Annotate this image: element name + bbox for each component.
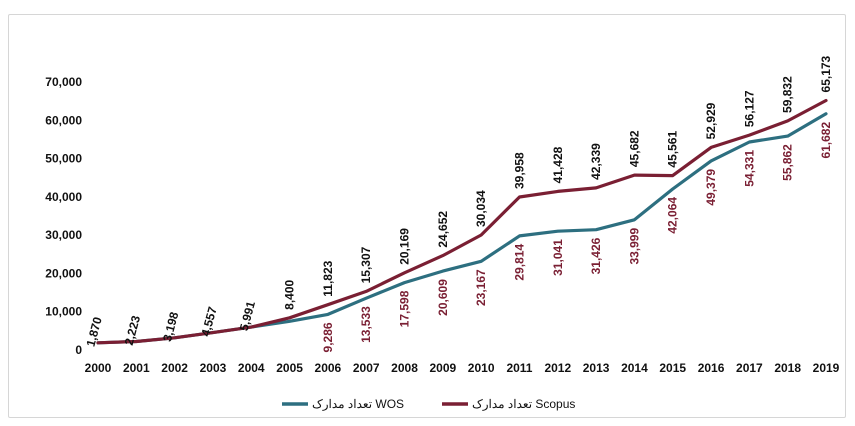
x-tick-label: 2014	[621, 361, 648, 375]
legend: تعداد مدارک WOS تعداد مدارک Scopus	[282, 397, 575, 411]
scopus-data-label: 41,428	[551, 146, 565, 183]
y-tick-label: 70,000	[45, 75, 82, 89]
scopus-data-label: 52,929	[704, 102, 718, 139]
x-tick-label: 2012	[544, 361, 571, 375]
wos-data-label: 54,331	[742, 150, 756, 187]
legend-item-wos-label: تعداد مدارک WOS	[312, 397, 404, 411]
wos-data-label: 61,682	[819, 122, 833, 159]
x-tick-label: 2010	[468, 361, 495, 375]
x-tick-label: 2019	[813, 361, 840, 375]
chart-frame	[8, 14, 846, 418]
x-tick-label: 2008	[391, 361, 418, 375]
wos-data-label: 23,167	[474, 269, 488, 306]
wos-data-label: 9,286	[321, 322, 335, 352]
scopus-data-label: 65,173	[819, 55, 833, 92]
series-lines	[96, 98, 828, 345]
wos-data-label: 42,064	[666, 197, 680, 234]
x-tick-label: 2011	[506, 361, 532, 375]
wos-data-label: 17,598	[398, 290, 412, 327]
scopus-data-label: 45,682	[627, 130, 641, 167]
x-tick-label: 2001	[123, 361, 150, 375]
x-tick-label: 2016	[698, 361, 725, 375]
x-axis: 2000 2001 2002 2003 2004 2005 2006 2007 2008 2009…	[85, 361, 840, 375]
scopus-data-label: 45,561	[666, 131, 680, 168]
y-tick-label: 50,000	[45, 152, 82, 166]
scopus-data-label: 11,823	[321, 260, 335, 296]
wos-data-label: 20,609	[436, 279, 450, 316]
wos-data-label: 33,999	[627, 228, 641, 265]
wos-data-label: 55,862	[781, 144, 795, 181]
y-tick-label: 60,000	[45, 113, 82, 127]
legend-item-scopus-label: تعداد مدارک Scopus	[472, 397, 575, 411]
x-tick-label: 2005	[276, 361, 303, 375]
y-axis: 0 10,000 20,000 30,000 40,000 50,000 60,000 70,…	[45, 75, 82, 357]
scopus-data-label: 42,339	[589, 143, 603, 180]
wos-data-label: 31,426	[589, 237, 603, 274]
scopus-data-label: 59,832	[781, 76, 795, 113]
x-tick-label: 2004	[238, 361, 265, 375]
scopus-data-label: 8,400	[283, 279, 297, 309]
y-tick-label: 40,000	[45, 190, 82, 204]
wos-data-labels: 9,286 13,533 17,598 20,609 23,167 29,814 31,04…	[321, 122, 833, 353]
scopus-data-label: 39,958	[512, 152, 526, 189]
wos-data-label: 49,379	[704, 169, 718, 206]
wos-data-label: 31,041	[551, 239, 565, 276]
x-tick-label: 2007	[353, 361, 380, 375]
x-tick-label: 2002	[161, 361, 188, 375]
scopus-data-label: 24,652	[436, 211, 450, 248]
x-tick-label: 2017	[736, 361, 763, 375]
scopus-data-label: 15,307	[359, 246, 373, 283]
y-tick-label: 20,000	[45, 266, 82, 280]
x-tick-label: 2009	[429, 361, 456, 375]
y-tick-label: 10,000	[45, 305, 82, 319]
x-tick-label: 2013	[583, 361, 610, 375]
scopus-data-label: 56,127	[742, 90, 756, 127]
x-tick-label: 2015	[659, 361, 686, 375]
y-tick-label: 30,000	[45, 228, 82, 242]
y-tick-label: 0	[75, 343, 82, 357]
x-tick-label: 2006	[315, 361, 342, 375]
scopus-series-line	[96, 98, 828, 345]
x-tick-label: 2003	[200, 361, 227, 375]
wos-data-label: 29,814	[512, 244, 526, 281]
x-tick-label: 2000	[85, 361, 112, 375]
x-tick-label: 2018	[774, 361, 801, 375]
scopus-data-label: 20,169	[398, 228, 412, 265]
scopus-data-label: 30,034	[474, 190, 488, 227]
wos-data-label: 13,533	[359, 306, 373, 343]
